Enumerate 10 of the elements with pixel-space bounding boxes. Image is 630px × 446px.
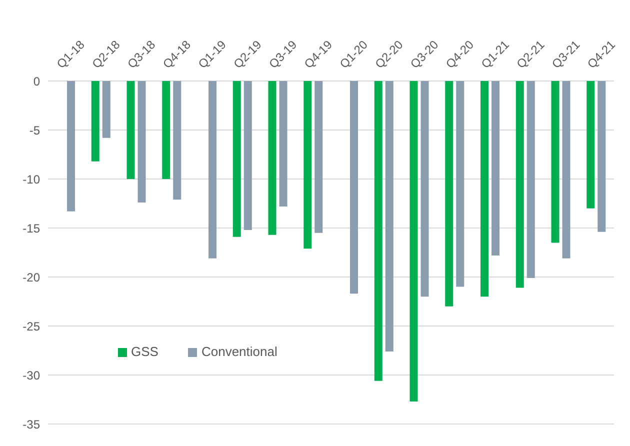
y-tick-label: -35: [22, 417, 40, 432]
y-tick-label: -5: [29, 123, 40, 138]
y-tick-label: -25: [22, 319, 40, 334]
y-tick-label: -30: [22, 368, 40, 382]
y-tick-label: -15: [22, 221, 40, 236]
legend-label: GSS: [131, 344, 158, 359]
y-tick-label: -20: [22, 270, 40, 284]
y-tick-label: -10: [22, 172, 40, 186]
legend-label: Conventional: [201, 344, 278, 359]
y-tick-label: 0: [33, 74, 40, 88]
